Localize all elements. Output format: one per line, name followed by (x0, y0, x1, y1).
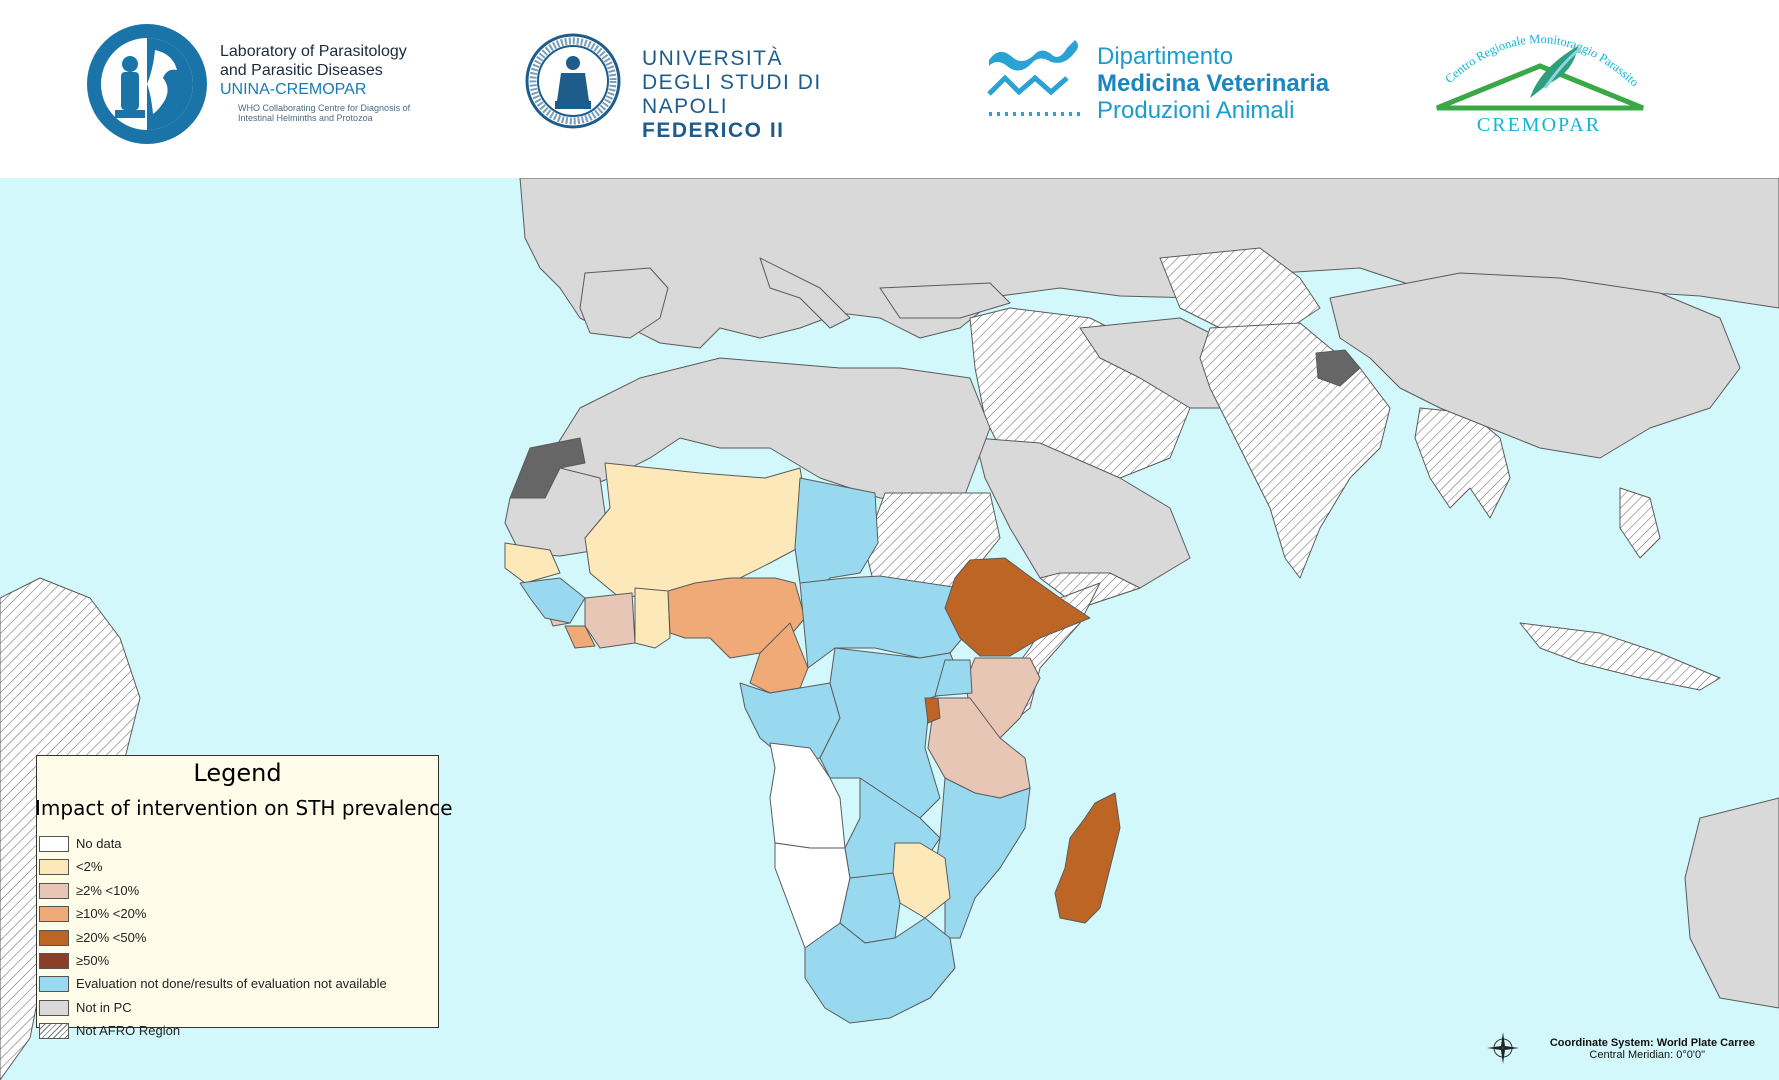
region-senegal (504, 542, 561, 584)
legend-swatch (39, 1023, 69, 1040)
seal-globe-icon (87, 24, 207, 144)
region-south-asia (1199, 322, 1391, 579)
region-rwanda-burundi (924, 697, 941, 724)
region-cameroon (749, 622, 809, 694)
legend-swatch (39, 859, 69, 876)
legend-swatch (39, 929, 69, 946)
legend-label: ≥10% <20% (76, 906, 147, 922)
cremopar-arc-text: Centro Regionale Monitoraggio Parassitos… (1425, 18, 1642, 89)
coordinate-system-note: Coordinate System: World Plate Carree Ce… (1550, 1037, 1755, 1061)
department-line1: Dipartimento (1097, 43, 1234, 70)
legend-item: No data (37, 833, 438, 856)
map-legend: Legend Impact of intervention on STH pre… (35, 755, 453, 1040)
region-kashmir (1315, 349, 1361, 387)
legend-subtitle: Impact of intervention on STH prevalence (35, 796, 453, 820)
legend-item: Evaluation not done/results of evaluatio… (37, 973, 438, 996)
region-uganda (934, 659, 973, 697)
university-seal-icon (525, 33, 621, 129)
legend-list: No data <2% ≥2% <10% ≥10% <20% ≥20% <50%… (37, 833, 438, 1044)
coordinate-system-line2: Central Meridian: 0°0'0" (1589, 1049, 1705, 1061)
legend-swatch (39, 906, 69, 923)
legend-label: No data (76, 836, 122, 851)
region-south-africa (804, 917, 956, 1024)
region-ghana (634, 587, 671, 649)
legend-swatch (39, 836, 69, 852)
cremopar-emblem-icon: Centro Regionale Monitoraggio Parassitos… (1423, 7, 1644, 111)
lab-parasitology-logo: Laboratory of Parasitology and Parasitic… (85, 20, 445, 150)
region-central-asia (1159, 247, 1321, 329)
legend-item: Not AFRO Region (37, 1020, 438, 1043)
region-liberia (564, 625, 596, 649)
region-italy-balkans (759, 257, 851, 329)
legend-swatch (39, 952, 69, 969)
legend-label: Evaluation not done/results of evaluatio… (76, 976, 387, 992)
university-line2: DEGLI STUDI DI NAPOLI (642, 71, 822, 118)
coordinate-system-line1: Coordinate System: World Plate Carree (1549, 1037, 1755, 1049)
lab-name-line2: and Parasitic Diseases (220, 62, 383, 79)
legend-item: ≥2% <10% (37, 880, 438, 903)
region-china (1329, 272, 1741, 459)
department-logo: Dipartimento Medicina Veterinaria Produz… (985, 38, 1355, 128)
university-line1: UNIVERSITÀ (642, 47, 784, 70)
lab-name-line3: UNINA-CREMOPAR (220, 81, 367, 98)
region-australia (1684, 797, 1779, 1009)
region-turkey (879, 282, 1011, 319)
legend-label: ≥20% <50% (76, 929, 147, 945)
legend-label: ≥50% (76, 952, 110, 968)
region-philippines (1619, 487, 1661, 559)
region-indonesia (1519, 622, 1721, 691)
department-line2: Medicina Veterinaria (1097, 70, 1330, 97)
cremopar-name: CREMOPAR (1476, 114, 1602, 136)
lab-name-line1: Laboratory of Parasitology (220, 43, 407, 60)
legend-label: Not AFRO Region (76, 1023, 181, 1039)
who-centre-line2: Intestinal Helminths and Protozoa (238, 113, 373, 123)
department-line3: Produzioni Animali (1097, 97, 1295, 124)
legend-item: ≥10% <20% (37, 903, 438, 926)
legend-swatch (39, 882, 69, 899)
legend-item: Not in PC (37, 997, 438, 1020)
region-madagascar (1054, 792, 1121, 924)
cremopar-logo: Centro Regionale Monitoraggio Parassitos… (1423, 7, 1655, 143)
legend-swatch (39, 999, 69, 1016)
region-chad (794, 477, 879, 599)
legend-label: Not in PC (76, 999, 132, 1015)
map-canvas (0, 178, 1779, 1080)
region-iberia (579, 267, 669, 339)
legend-title: Legend (193, 759, 282, 787)
university-line3: FEDERICO II (642, 119, 785, 142)
who-centre-line1: WHO Collaborating Centre for Diagnosis o… (238, 103, 411, 113)
region-ethiopia (944, 557, 1091, 657)
legend-item: ≥50% (37, 950, 438, 973)
legend-label: <2% (76, 859, 103, 875)
legend-swatch (39, 976, 69, 993)
region-mozambique-malawi (934, 777, 1031, 939)
logo-banner: Laboratory of Parasitology and Parasitic… (0, 0, 1779, 178)
legend-item: ≥20% <50% (37, 927, 438, 950)
animal-waves-icon (987, 40, 1085, 116)
legend-label: ≥2% <10% (76, 882, 140, 898)
university-naples-logo: UNIVERSITÀ DEGLI STUDI DI NAPOLI FEDERIC… (525, 33, 895, 142)
region-cote-ivoire (584, 592, 636, 649)
region-guinea (519, 577, 586, 624)
compass-rose-icon (1487, 1032, 1519, 1064)
legend-item: <2% (37, 856, 438, 879)
